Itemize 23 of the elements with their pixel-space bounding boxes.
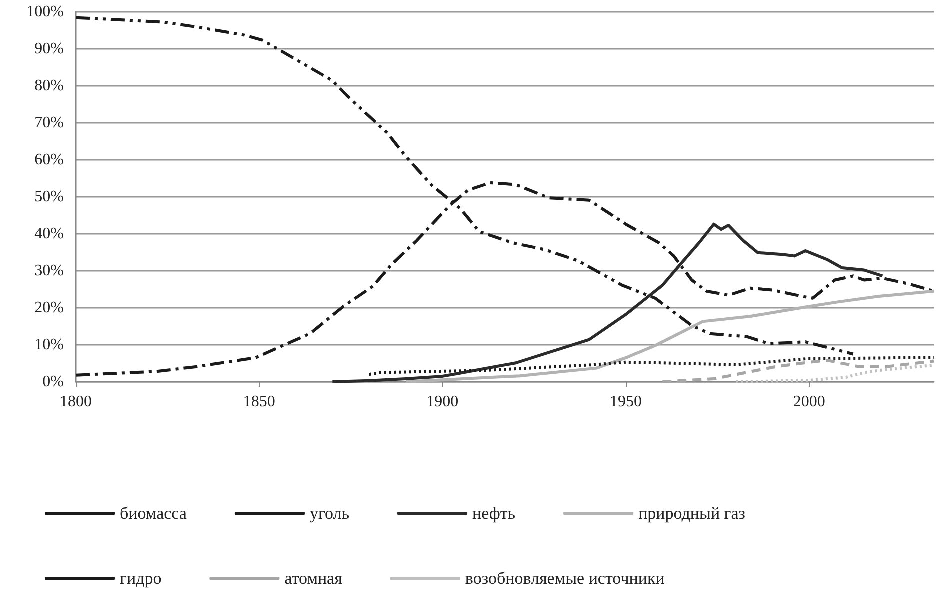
y-tick-label: 90% [34, 40, 64, 58]
legend-label: природный газ [638, 504, 746, 523]
y-tick-label: 20% [34, 300, 64, 316]
legend-label: атомная [284, 569, 343, 588]
legend-label: уголь [310, 504, 350, 523]
y-tick-label: 60% [34, 152, 64, 168]
legend-label: нефть [472, 504, 516, 523]
y-tick-label: 10% [34, 336, 64, 354]
y-tick-label: 30% [34, 262, 64, 280]
x-tick-label: 2000 [793, 394, 826, 410]
y-tick-label: 70% [34, 114, 64, 132]
x-tick-label: 1900 [426, 394, 459, 410]
x-tick-label: 1850 [243, 394, 276, 410]
legend-label: возобновляемые источники [465, 569, 665, 588]
y-tick-label: 40% [34, 226, 64, 242]
legend-label: биомасса [120, 504, 188, 523]
y-tick-label: 50% [34, 188, 64, 206]
x-tick-label: 1800 [60, 394, 92, 410]
y-tick-label: 100% [26, 4, 64, 20]
legend-label: гидро [120, 569, 162, 588]
y-tick-label: 80% [34, 78, 64, 94]
y-tick-label: 0% [42, 374, 64, 390]
x-tick-label: 1950 [610, 394, 642, 410]
